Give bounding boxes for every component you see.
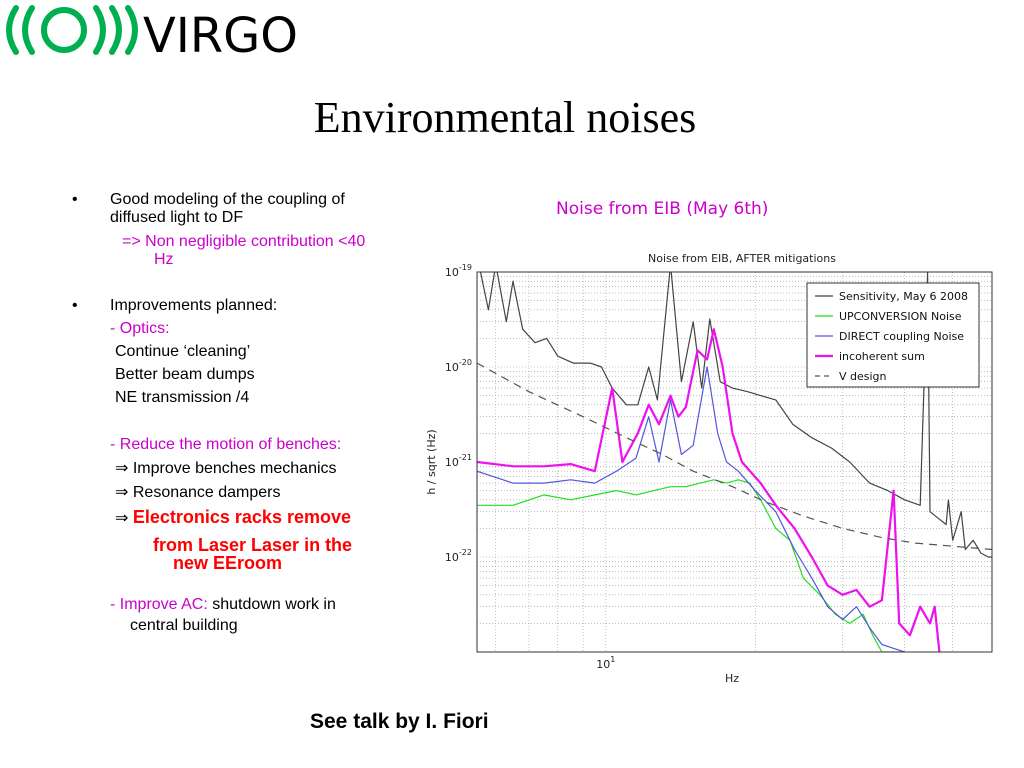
legend: Sensitivity, May 6 2008 UPCONVERSION Nois… [806, 282, 980, 388]
legend-label: V design [839, 370, 887, 383]
series-line [477, 362, 992, 551]
optics-heading: - Optics: [110, 320, 170, 337]
series-line [477, 366, 905, 652]
bullet-text: Good modeling of the coupling of [110, 191, 345, 208]
legend-label: incoherent sum [839, 350, 925, 363]
bullet-text: Improvements planned: [110, 297, 278, 314]
slide-title: Environmental noises [313, 93, 697, 142]
reduce-item-label: Improve benches mechanics [132, 460, 337, 477]
reduce-heading: - Reduce the motion of benches: [110, 436, 342, 453]
series-line [477, 328, 941, 652]
legend-label: DIRECT coupling Noise [839, 330, 964, 343]
legend-box [806, 282, 980, 388]
y-tick-label: 10-21 [445, 453, 472, 469]
red-text: new EEroom [173, 553, 283, 573]
footer-note: See talk by I. Fiori [310, 710, 489, 733]
y-tick-label: 10-20 [445, 358, 472, 374]
bullet-modeling: • Good modeling of the coupling of diffu… [68, 191, 428, 227]
sub-bullet: => Non negligible contribution <40 [122, 233, 366, 250]
y-tick-labels: 10-19 10-20 10-21 10-22 [445, 263, 472, 564]
optics-item: Better beam dumps [115, 366, 255, 383]
y-tick-label: 10-19 [445, 263, 472, 279]
ac-rest: shutdown work in [207, 596, 336, 613]
y-tick-label: 10-22 [445, 548, 472, 564]
red-text: Electronics racks remove [132, 507, 351, 527]
reduce-item-racks: ⇒ Electronics racks remove [115, 508, 428, 528]
implies-icon: ⇒ [115, 484, 129, 501]
reduce-item-label: Resonance dampers [132, 484, 281, 501]
bullet-text: diffused light to DF [110, 209, 244, 226]
logo-text: VIRGO [143, 8, 298, 60]
ac-label: - Improve AC: [110, 596, 208, 613]
reduce-item: ⇒ Resonance dampers [115, 484, 428, 502]
virgo-logo: VIRGO [6, 5, 298, 60]
series-line [479, 272, 992, 558]
chart-series [477, 272, 992, 652]
series-line [477, 479, 905, 652]
sub-bullet-cont: Hz [154, 251, 174, 268]
reduce-item: ⇒ Improve benches mechanics [115, 460, 428, 478]
plot-frame [476, 271, 993, 653]
x-tick-label: 101 [596, 655, 615, 671]
legend-label: UPCONVERSION Noise [839, 310, 962, 323]
x-tick-labels: 101 [596, 655, 615, 671]
optics-item: Continue ‘cleaning’ [115, 343, 251, 360]
legend-label: Sensitivity, May 6 2008 [839, 290, 968, 303]
chart-caption: Noise from EIB (May 6th) [556, 199, 769, 219]
ac-item-cont: central building [130, 617, 238, 634]
chart-title: Noise from EIB, AFTER mitigations [648, 252, 836, 265]
bullet-list: • Good modeling of the coupling of diffu… [68, 191, 428, 635]
noise-chart: Noise from EIB, AFTER mitigations 10-191… [425, 252, 993, 685]
optics-item: NE transmission /4 [115, 389, 250, 406]
red-text: from Laser Laser in the [153, 535, 353, 555]
bullet-improvements: • Improvements planned: [68, 297, 428, 315]
x-axis-label: Hz [725, 672, 739, 685]
ac-item: - Improve AC: shutdown work in [110, 596, 428, 614]
implies-icon: ⇒ [115, 460, 129, 477]
y-axis-label: h / sqrt (Hz) [425, 429, 438, 494]
implies-icon: ⇒ [115, 510, 129, 527]
